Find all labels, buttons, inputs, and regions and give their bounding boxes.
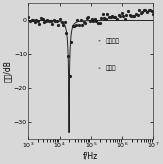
X-axis label: f/Hz: f/Hz [83, 152, 98, 161]
Text: 理论値: 理论値 [99, 65, 116, 71]
Text: 实验结果: 实验结果 [99, 38, 120, 44]
Y-axis label: 增益/dB: 增益/dB [3, 61, 13, 82]
